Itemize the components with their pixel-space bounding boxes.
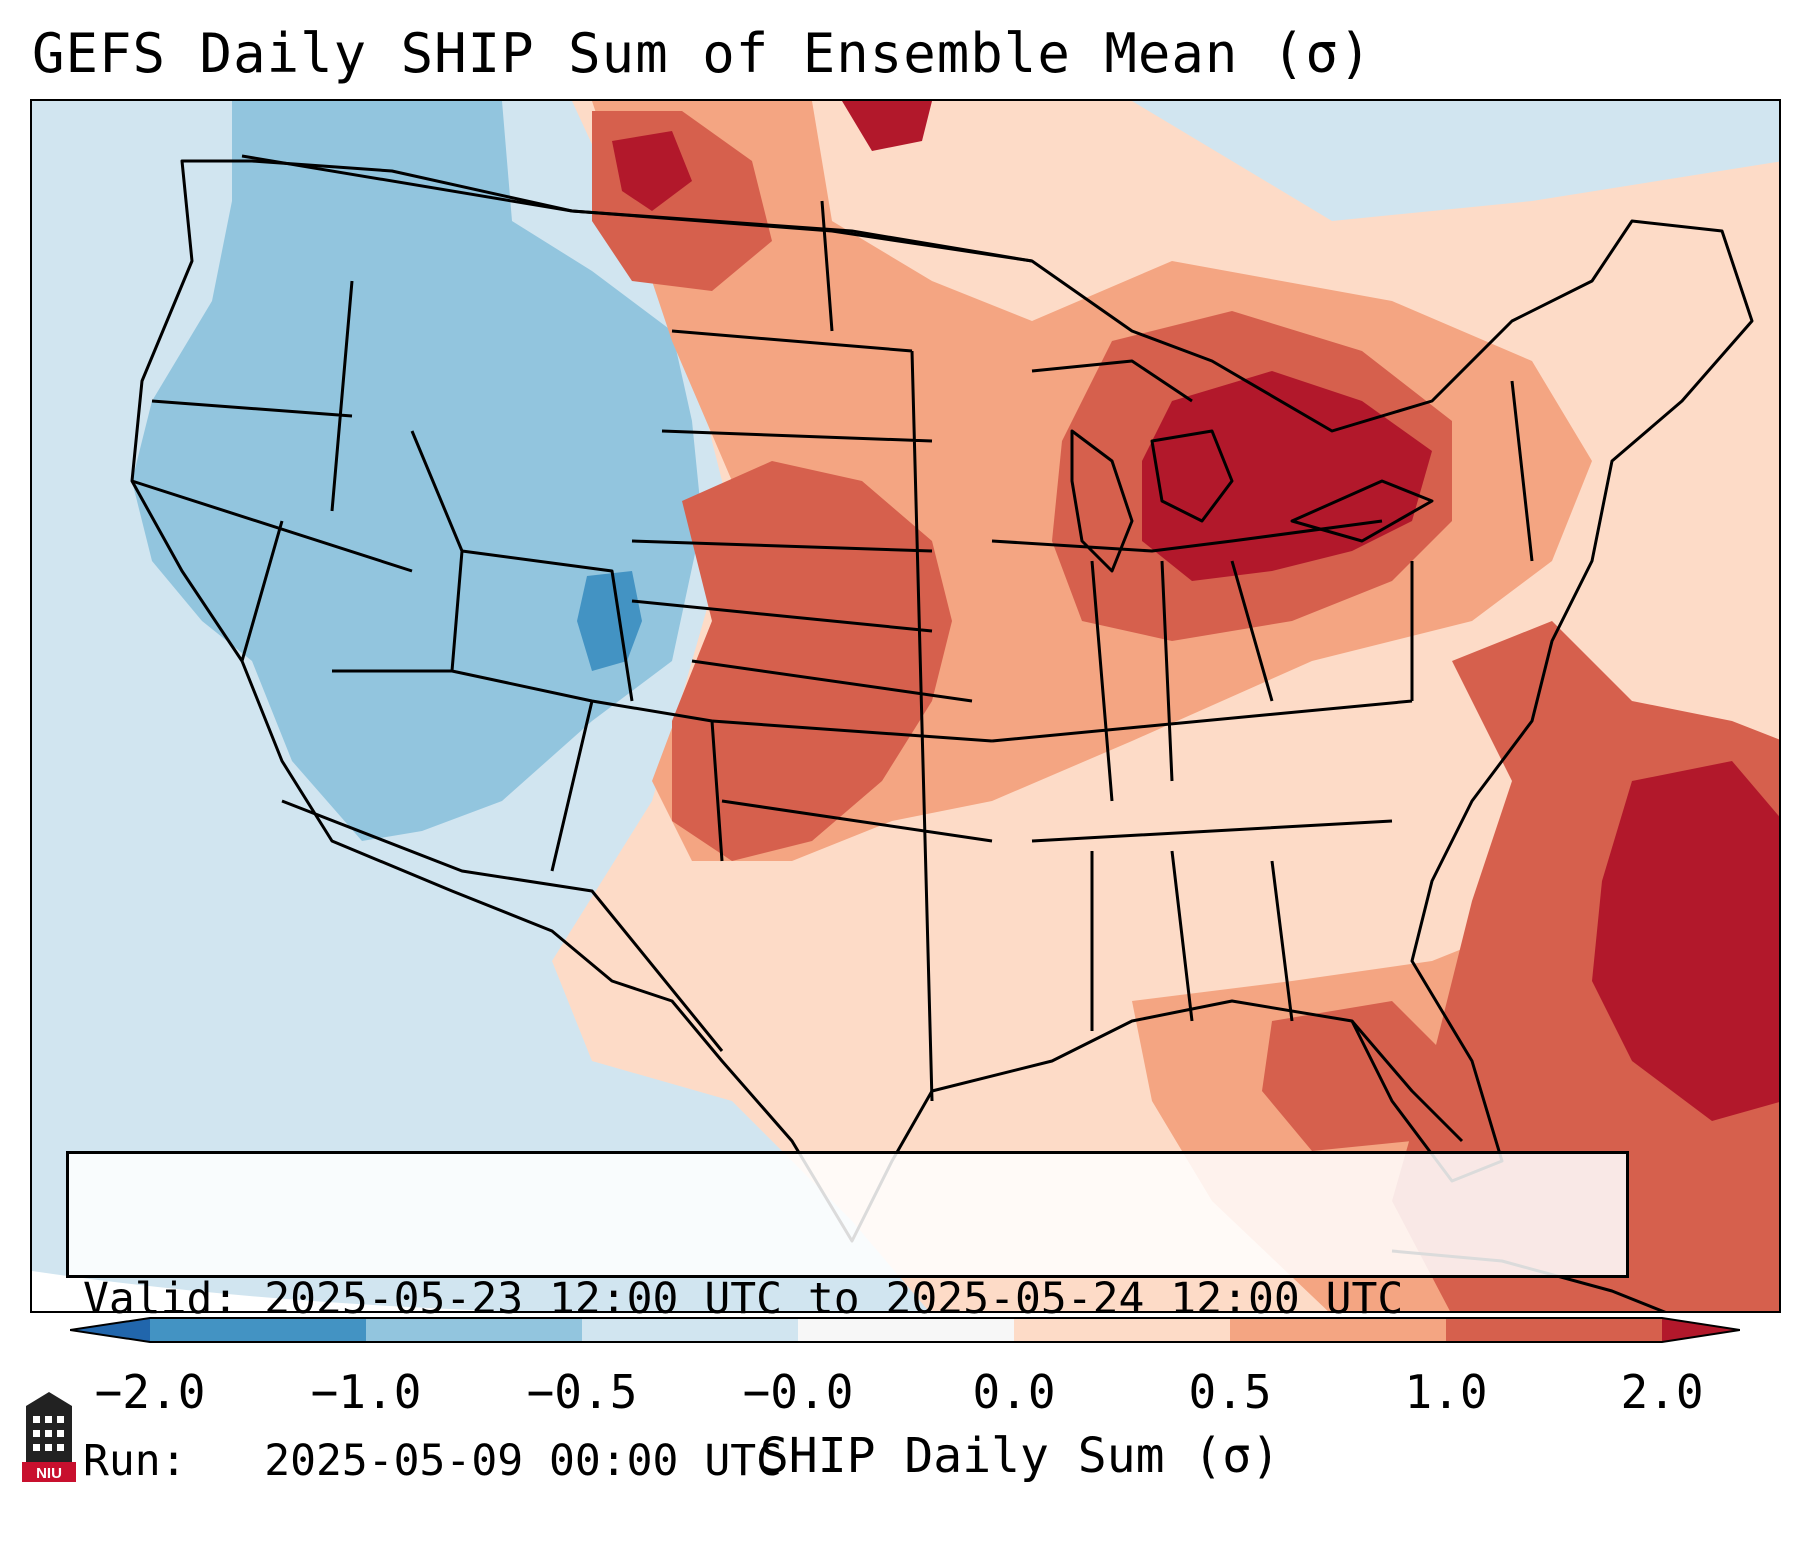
field-atlantic-verystrong: [1592, 761, 1779, 1121]
validity-info-box: Valid: 2025-05-23 12:00 UTC to 2025-05-2…: [66, 1151, 1629, 1486]
colorbar-tick-8: 2.0: [1620, 1365, 1704, 1419]
colorbar-tick-4: −0.0: [742, 1365, 854, 1419]
field-colorado-strong: [577, 571, 642, 671]
run-time-text: Run: 2025-05-09 00:00 UTC: [83, 1436, 782, 1486]
colorbar-bin-5: [1014, 1318, 1230, 1342]
projection-edge: [32, 1271, 501, 1311]
colorbar-tick-7: 1.0: [1404, 1365, 1488, 1419]
chart-title: GEFS Daily SHIP Sum of Ensemble Mean (σ): [32, 22, 1373, 85]
us-outline: [130, 159, 1754, 1243]
field-west-negative: [132, 101, 702, 841]
state-lines-plains: [631, 200, 993, 1102]
colorbar: [70, 1317, 1740, 1343]
map-panel: [30, 99, 1781, 1313]
colorbar-bin-1: [150, 1318, 366, 1342]
valid-time-text: Valid: 2025-05-23 12:00 UTC to 2025-05-2…: [83, 1274, 1404, 1324]
colorbar-bin-2: [366, 1318, 582, 1342]
mexico-border: [281, 799, 724, 1052]
colorbar-tick-6: 0.5: [1188, 1365, 1272, 1419]
colorbar-tick-1: −2.0: [94, 1365, 206, 1419]
field-gulfcoast-strongpos: [1262, 1001, 1452, 1151]
state-lines-east: [991, 380, 1534, 1031]
colorbar-label: SHIP Daily Sum (σ): [759, 1428, 1281, 1484]
boundaries: [130, 154, 1754, 1311]
colorbar-outline: [70, 1317, 1740, 1343]
colorbar-extend-below: [70, 1318, 150, 1342]
florida: [1350, 1020, 1464, 1143]
field-plains-strongpos: [672, 461, 952, 861]
university-tower-logo: NIU: [22, 1392, 76, 1482]
colorbar-bin-3: [582, 1318, 798, 1342]
colorbar-bin-4: [798, 1318, 1014, 1342]
colorbar-tick-5: 0.0: [972, 1365, 1056, 1419]
colorbar-bin-6: [1230, 1318, 1446, 1342]
field-dakota-verystrong: [842, 101, 932, 151]
colorbar-tick-2: −1.0: [310, 1365, 422, 1419]
anomaly-map: [32, 101, 1779, 1311]
colorbar-extend-above: [1662, 1318, 1740, 1342]
colorbar-tick-3: −0.5: [526, 1365, 638, 1419]
field-montana-verystrong: [612, 131, 692, 211]
state-lines-west: [131, 280, 724, 872]
colorbar-bin-7: [1446, 1318, 1662, 1342]
logo-text: NIU: [36, 1465, 62, 1482]
great-lakes: [1031, 359, 1434, 573]
canada-border: [241, 154, 1033, 263]
